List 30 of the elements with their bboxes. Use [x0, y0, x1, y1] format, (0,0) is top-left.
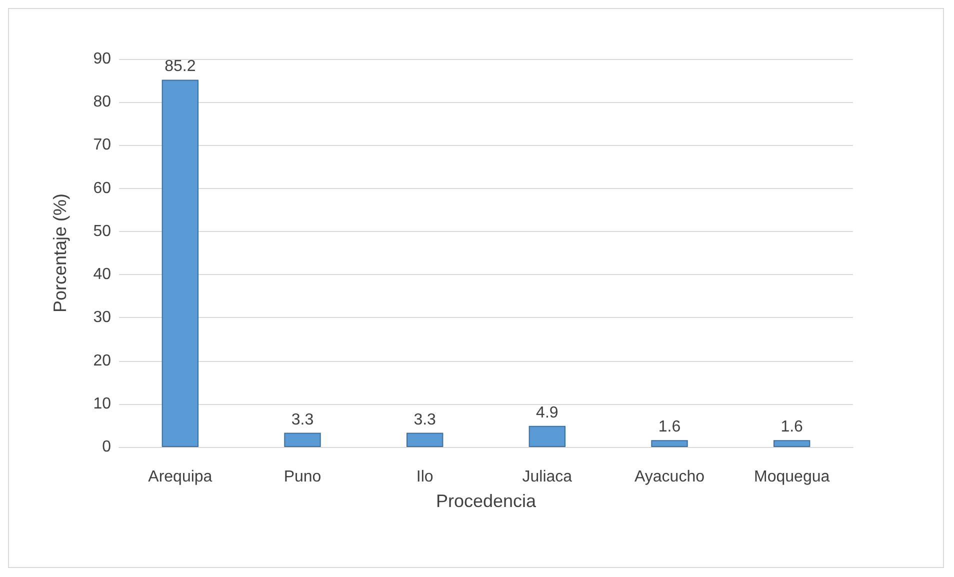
data-label: 1.6 [658, 418, 681, 436]
data-label: 85.2 [164, 58, 196, 76]
x-tick-label: Puno [284, 468, 322, 486]
y-tick-label: 20 [93, 352, 112, 370]
bar [528, 426, 566, 447]
x-axis-title: Procedencia [436, 491, 538, 511]
x-tick-label: Arequipa [148, 468, 212, 486]
y-tick-label: 0 [102, 438, 112, 456]
y-tick-label: 30 [93, 309, 112, 326]
y-tick-label: 80 [93, 94, 112, 111]
bar [406, 432, 444, 447]
bar [773, 440, 810, 447]
bar [651, 440, 688, 447]
bar [162, 80, 199, 447]
data-label: 3.3 [414, 411, 436, 428]
y-tick-label: 40 [93, 266, 112, 284]
y-tick-label: 70 [93, 136, 112, 154]
data-label: 1.6 [780, 418, 804, 436]
x-tick-label: Juliaca [522, 468, 572, 486]
bar [284, 432, 321, 447]
y-tick-label: 60 [93, 180, 112, 197]
data-label: 4.9 [536, 404, 558, 422]
y-tick-label: 90 [93, 50, 112, 68]
y-tick-label: 50 [93, 222, 112, 240]
x-tick-label: Ilo [416, 468, 434, 486]
x-tick-label: Ayacucho [634, 468, 705, 486]
data-label: 3.3 [291, 411, 314, 428]
x-tick-label: Moquegua [754, 468, 830, 486]
y-tick-label: 10 [93, 395, 112, 412]
y-axis-title: Porcentaje (%) [50, 193, 70, 313]
